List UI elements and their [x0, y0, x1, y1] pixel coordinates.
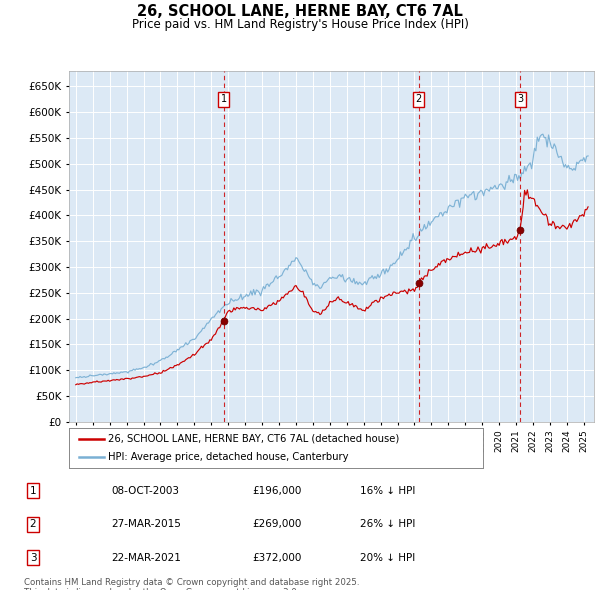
Text: 26% ↓ HPI: 26% ↓ HPI: [360, 519, 415, 529]
Text: £372,000: £372,000: [252, 553, 301, 563]
Text: 1: 1: [29, 486, 37, 496]
Text: 22-MAR-2021: 22-MAR-2021: [111, 553, 181, 563]
Text: HPI: Average price, detached house, Canterbury: HPI: Average price, detached house, Cant…: [109, 452, 349, 462]
Text: 2: 2: [29, 519, 37, 529]
Text: 08-OCT-2003: 08-OCT-2003: [111, 486, 179, 496]
Text: 1: 1: [221, 94, 227, 104]
Text: 27-MAR-2015: 27-MAR-2015: [111, 519, 181, 529]
Text: 26, SCHOOL LANE, HERNE BAY, CT6 7AL (detached house): 26, SCHOOL LANE, HERNE BAY, CT6 7AL (det…: [109, 434, 400, 444]
Text: £269,000: £269,000: [252, 519, 301, 529]
Text: 26, SCHOOL LANE, HERNE BAY, CT6 7AL: 26, SCHOOL LANE, HERNE BAY, CT6 7AL: [137, 4, 463, 19]
Text: 20% ↓ HPI: 20% ↓ HPI: [360, 553, 415, 563]
Text: 2: 2: [416, 94, 422, 104]
Text: £196,000: £196,000: [252, 486, 301, 496]
Text: 16% ↓ HPI: 16% ↓ HPI: [360, 486, 415, 496]
Text: 3: 3: [517, 94, 523, 104]
Text: Price paid vs. HM Land Registry's House Price Index (HPI): Price paid vs. HM Land Registry's House …: [131, 18, 469, 31]
Text: 3: 3: [29, 553, 37, 563]
Text: Contains HM Land Registry data © Crown copyright and database right 2025.
This d: Contains HM Land Registry data © Crown c…: [24, 578, 359, 590]
